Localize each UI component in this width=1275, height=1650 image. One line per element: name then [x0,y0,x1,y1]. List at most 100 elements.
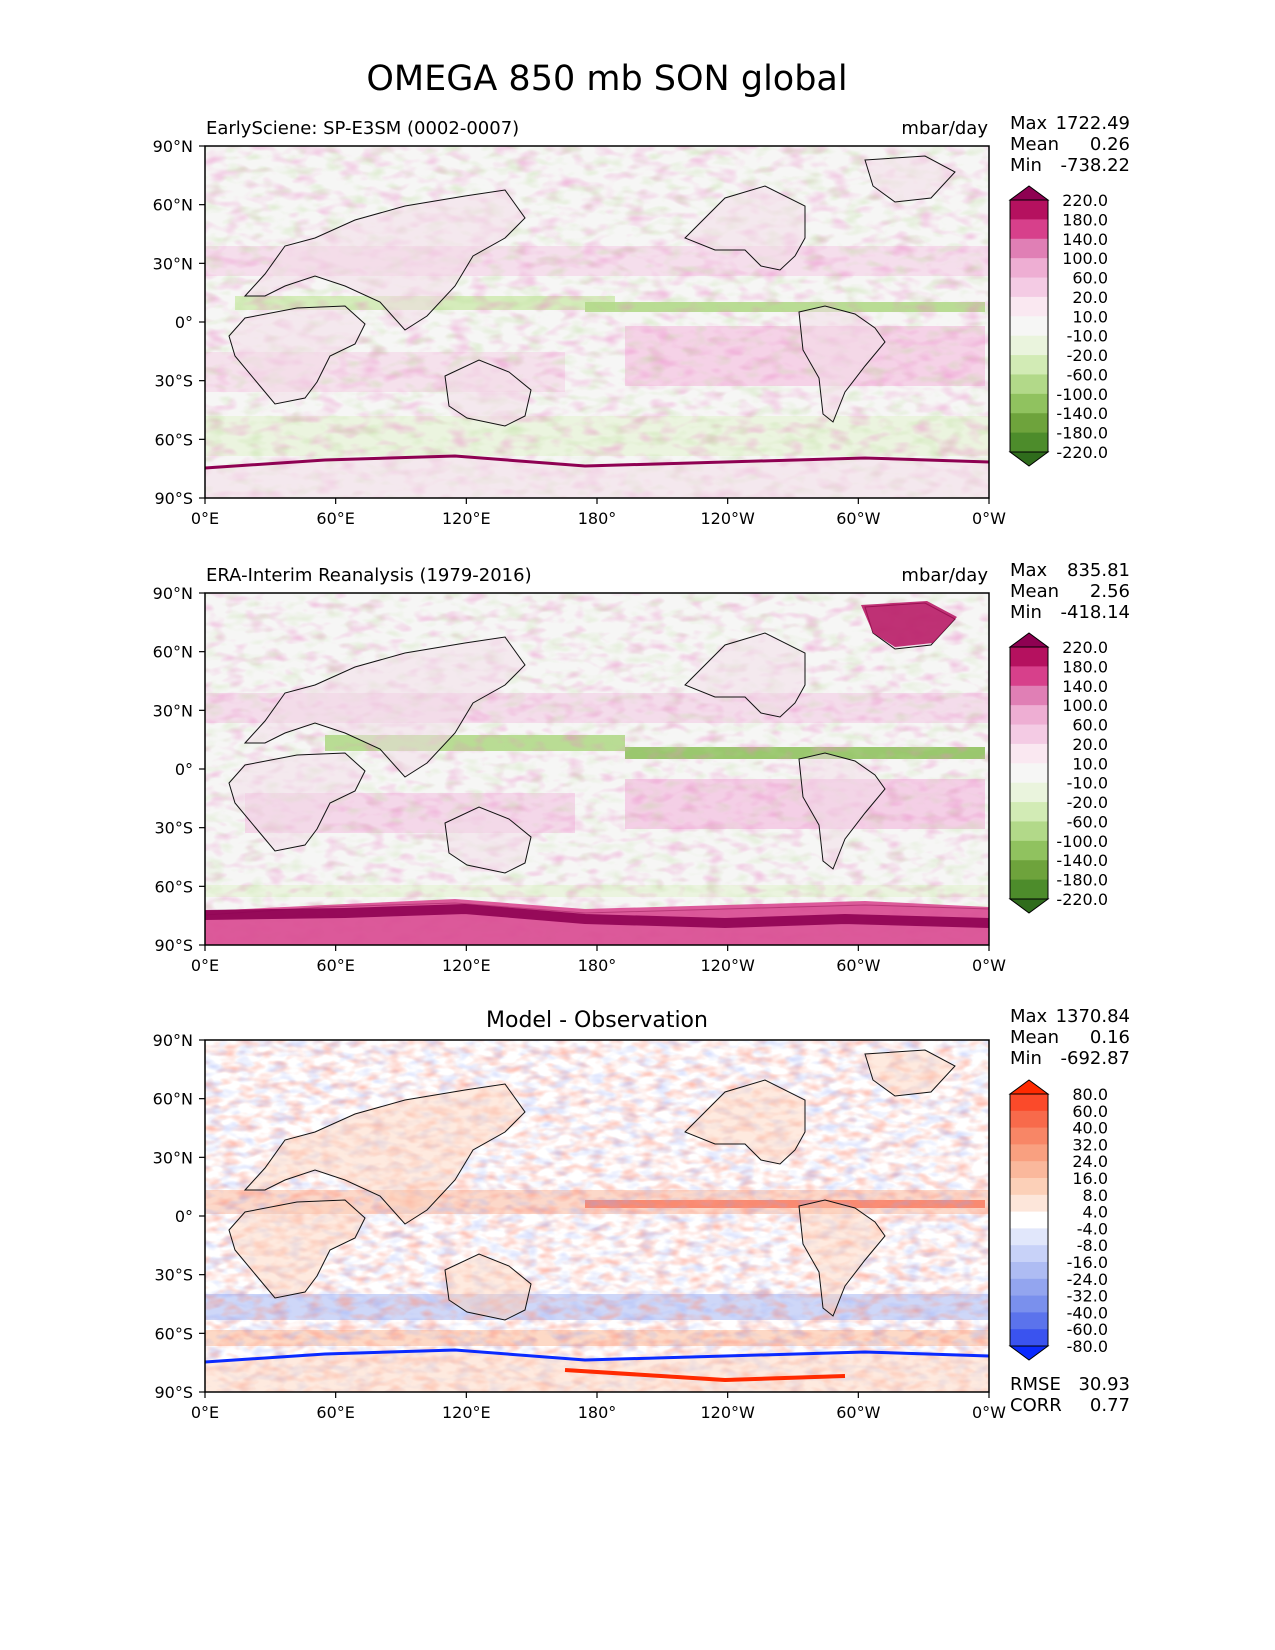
colorbar-segment [1010,666,1048,687]
x-tick-label: 120°E [442,1403,491,1422]
colorbar-level-label: -8.0 [1077,1236,1108,1255]
colorbar-level-label: 60.0 [1072,1102,1108,1121]
colorbar-level-label: -180.0 [1056,424,1108,443]
colorbar-level-label: -100.0 [1056,385,1108,404]
colorbar-segment [1010,335,1048,356]
colorbar-segment [1010,1178,1048,1196]
x-tick-label: 180° [578,1403,617,1422]
colorbar-level-label: -40.0 [1067,1303,1108,1322]
colorbar-segment [1010,743,1048,764]
y-tick-label: 0° [175,313,193,332]
colorbar-segment [1010,1228,1048,1246]
colorbar-segment [1010,413,1048,434]
colorbar-segment [1010,296,1048,317]
colorbar-level-label: -140.0 [1056,851,1108,870]
colorbar-segment [1010,1245,1048,1263]
colorbar-level-label: 20.0 [1072,735,1108,754]
x-tick-label: 120°E [442,956,491,975]
map-test [204,145,990,499]
stat-min-value: -418.14 [1061,602,1130,623]
stat-mean-label: Mean [1010,1027,1059,1048]
map-ref [204,592,990,946]
y-tick-label: 90°N [153,1031,193,1050]
colorbar-level-label: -220.0 [1056,443,1108,462]
colorbar-segment [1010,647,1048,667]
colorbar-segment [1010,1127,1048,1145]
colorbar-segment [1010,238,1048,259]
panel-difference: Model - Observation 0°E 60°E 120°E 180° 120°… [153,1006,1130,1422]
stat-min-label: Min [1010,1048,1042,1069]
colorbar-frame [1009,199,1049,453]
colorbar-level-label: -20.0 [1067,346,1108,365]
stat-corr-label: CORR [1010,1395,1062,1416]
x-tick-label: 180° [578,956,617,975]
x-tick-label: 60°W [836,1403,880,1422]
colorbar-segment [1010,316,1048,337]
y-ticks-diff: 90°N 60°N 30°N 0° 30°S 60°S 90°S [153,1031,205,1402]
colorbar-diff: 80.060.040.032.024.016.08.04.0-4.0-8.0-1… [1008,1079,1108,1361]
stat-min-value: -692.87 [1061,1048,1130,1069]
colorbar-segment [1010,1278,1048,1297]
x-ticks-ref: 0°E 60°E 120°E 180° 120°W 60°W 0°W [191,945,1006,975]
stat-max-label: Max [1010,113,1048,134]
colorbar-segment [1010,1211,1048,1229]
colorbar-extend-bottom [1008,898,1050,914]
x-tick-label: 0°W [972,956,1006,975]
colorbar-segment [1010,374,1048,395]
colorbar-level-label: 4.0 [1083,1203,1108,1222]
x-tick-label: 0°W [972,509,1006,528]
colorbar-level-label: -60.0 [1067,365,1108,384]
colorbar-segment [1010,432,1048,453]
stat-rmse-label: RMSE [1010,1374,1061,1395]
colorbar-extend-bottom [1008,1345,1050,1361]
colorbar-segment [1010,782,1048,803]
y-tick-label: 90°S [154,489,193,508]
x-tick-label: 60°E [316,956,354,975]
colorbar-segment [1010,1295,1048,1313]
colorbar-segment [1010,685,1048,706]
colorbar-level-label: 140.0 [1062,677,1108,696]
panel-test-units: mbar/day [901,118,988,139]
y-tick-label: 60°S [154,1324,193,1343]
colorbar-level-label: 140.0 [1062,230,1108,249]
y-tick-label: 60°S [154,877,193,896]
y-tick-label: 90°N [153,137,193,156]
x-tick-label: 0°E [191,1403,219,1422]
x-ticks-diff: 0°E 60°E 120°E 180° 120°W 60°W 0°W [191,1392,1006,1422]
colorbar-segment [1010,1194,1048,1213]
colorbar-level-label: 10.0 [1072,754,1108,773]
y-tick-label: 60°N [153,196,193,215]
colorbar-level-label: 180.0 [1062,657,1108,676]
colorbar-level-label: 100.0 [1062,249,1108,268]
colorbar-level-label: 180.0 [1062,210,1108,229]
colorbar-level-label: 220.0 [1062,191,1108,210]
colorbar-level-label: 16.0 [1072,1169,1108,1188]
colorbar-level-label: 24.0 [1072,1152,1108,1171]
colorbar-level-label: 10.0 [1072,307,1108,326]
colorbar-segment [1010,705,1048,726]
colorbar-level-label: -220.0 [1056,890,1108,909]
stat-max-value: 1370.84 [1056,1006,1130,1027]
x-tick-label: 120°E [442,509,491,528]
colorbar-level-label: -10.0 [1067,774,1108,793]
y-tick-label: 0° [175,1207,193,1226]
colorbar-segment [1010,1110,1048,1129]
x-tick-label: 0°W [972,1403,1006,1422]
stat-max-label: Max [1010,560,1048,581]
y-tick-label: 60°N [153,1090,193,1109]
x-tick-label: 60°E [316,1403,354,1422]
y-ticks-test: 90°N 60°N 30°N 0° 30°S 60°S 90°S [153,137,205,508]
y-tick-label: 30°S [154,819,193,838]
y-tick-label: 30°N [153,254,193,273]
stat-mean-label: Mean [1010,134,1059,155]
colorbar-segment [1010,258,1048,279]
panel-ref-units: mbar/day [901,565,988,586]
colorbar-level-label: 60.0 [1072,269,1108,288]
x-tick-label: 180° [578,509,617,528]
colorbar-level-label: -60.0 [1067,1320,1108,1339]
colorbar-segment [1010,219,1048,240]
colorbar-segment [1010,860,1048,881]
colorbar-level-label: 80.0 [1072,1085,1108,1104]
colorbar-level-label: 40.0 [1072,1119,1108,1138]
